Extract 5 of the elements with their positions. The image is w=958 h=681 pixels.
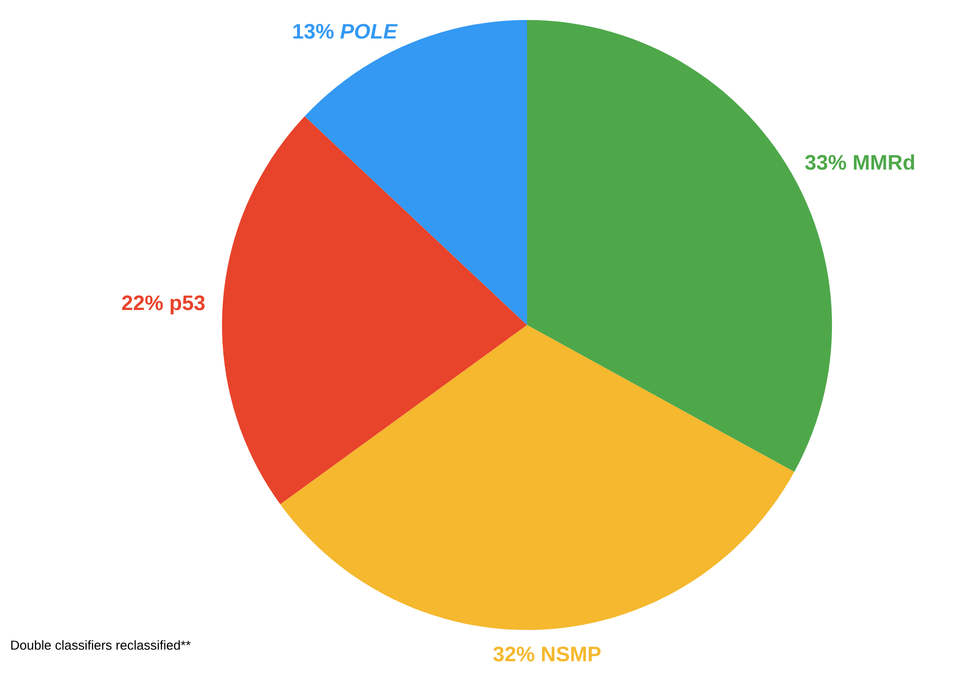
slice-label: 32% NSMP	[493, 646, 601, 662]
slice-label: 22% p53	[122, 295, 205, 314]
slice-label: 13% POLE	[293, 24, 398, 39]
slice-label: 33% MMRd	[805, 154, 914, 170]
text: Double classifiers reclassified**	[11, 640, 191, 650]
